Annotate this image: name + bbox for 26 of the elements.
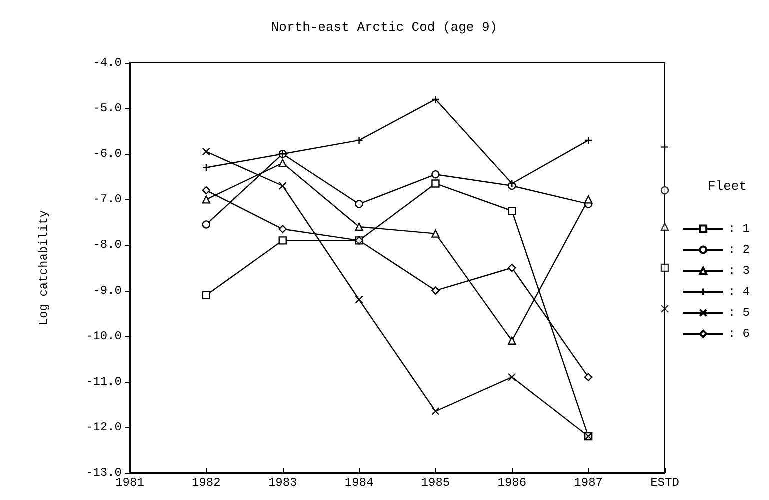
x-tick-label: 1985 xyxy=(421,476,450,490)
legend-title: Fleet xyxy=(708,179,748,194)
chart-title: North-east Arctic Cod (age 9) xyxy=(271,20,498,35)
x-tick-label: ESTD xyxy=(650,476,680,490)
legend-label: : 2 xyxy=(728,243,750,257)
y-tick-label: -12.0 xyxy=(86,420,122,434)
y-tick-label: -4.0 xyxy=(93,56,122,70)
legend-label: : 5 xyxy=(728,306,750,320)
y-tick-label: -8.0 xyxy=(93,238,122,252)
x-tick-label: 1982 xyxy=(192,476,221,490)
x-tick-label: 1986 xyxy=(498,476,527,490)
y-axis-title: Log catchability xyxy=(37,210,51,326)
y-tick-label: -7.0 xyxy=(93,192,122,207)
x-tick-label: 1987 xyxy=(574,476,603,490)
legend-label: : 1 xyxy=(728,222,750,236)
y-tick-label: -6.0 xyxy=(93,147,122,162)
x-tick-label: 1983 xyxy=(268,476,298,490)
y-tick-label: -11.0 xyxy=(86,374,122,389)
x-tick-label: 1984 xyxy=(344,476,374,490)
legend-label: : 6 xyxy=(728,327,750,341)
y-tick-label: -10.0 xyxy=(86,329,122,344)
legend-label: : 4 xyxy=(728,285,750,299)
legend-label: : 3 xyxy=(728,264,750,278)
y-tick-label: -9.0 xyxy=(93,284,122,298)
y-tick-label: -5.0 xyxy=(93,102,122,116)
x-tick-label: 1981 xyxy=(116,476,144,490)
